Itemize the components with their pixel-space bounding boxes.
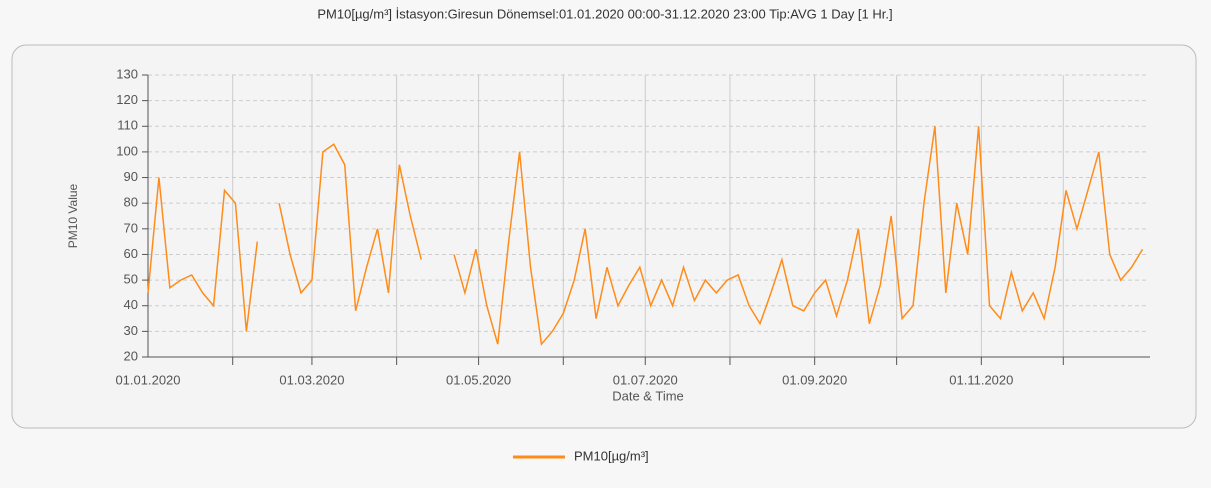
y-tick-label: 60 [124,246,138,261]
y-tick-label: 30 [124,323,138,338]
y-tick-label: 100 [116,143,138,158]
x-axis-title: Date & Time [612,388,684,403]
y-tick-label: 40 [124,297,138,312]
x-tick-label: 01.03.2020 [279,372,344,387]
x-tick-label: 01.07.2020 [613,372,678,387]
data-line [147,126,1144,346]
y-tick-label: 20 [124,348,138,363]
y-axis-title: PM10 Value [66,183,80,248]
plot-panel [11,44,1197,429]
legend-label: PM10[µg/m³] [574,448,649,463]
y-tick-label: 130 [116,66,138,81]
y-tick-label: 90 [124,169,138,184]
x-tick-label: 01.09.2020 [782,372,847,387]
y-tick-label: 50 [124,272,138,287]
x-tick-label: 01.05.2020 [446,372,511,387]
x-tick-label: 01.11.2020 [949,372,1013,387]
chart-title: PM10[µg/m³] İstasyon:Giresun Dönemsel:01… [317,6,892,21]
y-tick-label: 80 [124,195,138,210]
y-tick-label: 120 [116,92,138,107]
x-tick-label: 01.01.2020 [115,372,180,387]
y-tick-label: 70 [124,220,138,235]
y-tick-label: 110 [117,118,138,133]
